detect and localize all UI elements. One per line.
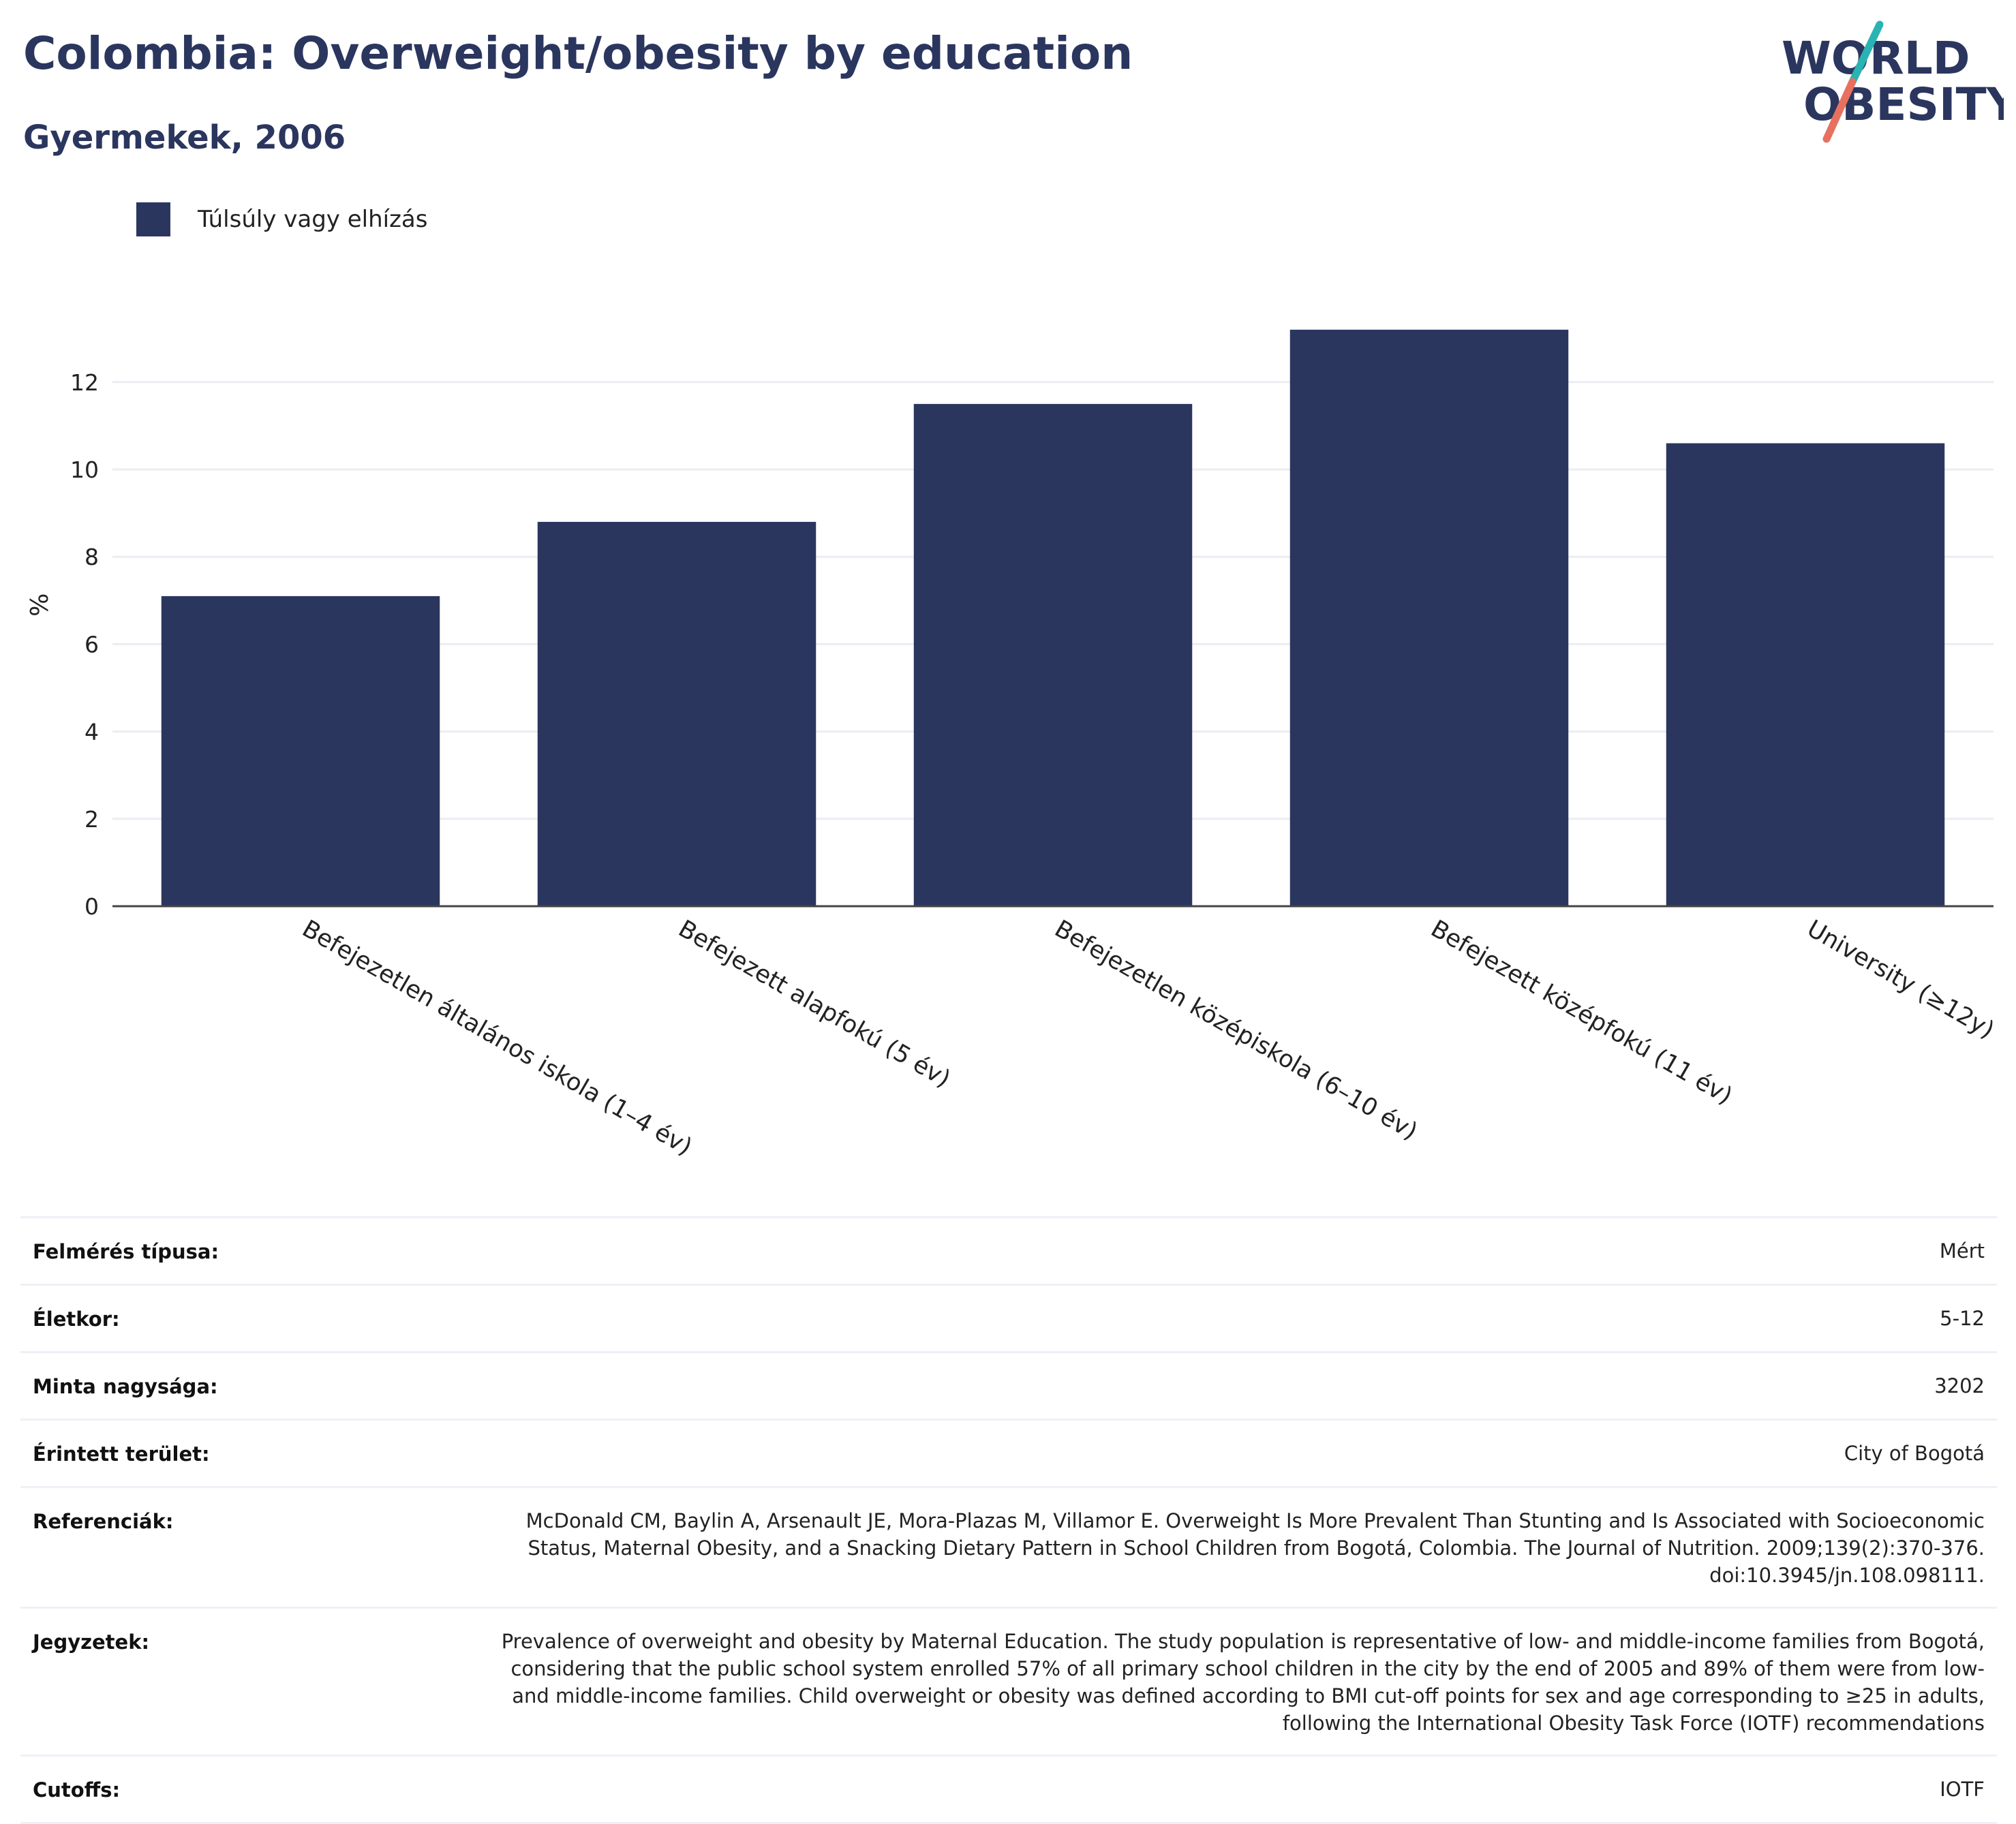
- y-tick-label: 12: [70, 369, 99, 396]
- bar: [1666, 443, 1945, 906]
- legend-swatch: [136, 202, 170, 236]
- y-tick-label: 0: [85, 893, 99, 920]
- y-axis-title: %: [26, 593, 54, 617]
- y-tick-label: 6: [85, 631, 99, 658]
- meta-row-age: Életkor: 5-12: [20, 1284, 1997, 1351]
- meta-key: Jegyzetek:: [33, 1630, 150, 1654]
- bar: [913, 403, 1193, 906]
- meta-key: Életkor:: [33, 1308, 120, 1331]
- meta-value: Mért: [1939, 1239, 1985, 1263]
- meta-row-area: Érintett terület: City of Bogotá: [20, 1419, 1997, 1486]
- y-tick-label: 2: [85, 806, 99, 833]
- meta-key: Cutoffs:: [33, 1778, 121, 1802]
- meta-row-references: Referenciák: McDonald CM, Baylin A, Arse…: [20, 1486, 1997, 1607]
- meta-row-cutoffs: Cutoffs: IOTF: [20, 1755, 1997, 1824]
- x-tick-label: Befejezetlen általános iskola (1–4 év): [298, 915, 697, 1161]
- logo-slash-bottom: [1822, 78, 1857, 143]
- meta-row-notes: Jegyzetek: Prevalence of overweight and …: [20, 1607, 1997, 1755]
- y-tick-label: 4: [85, 719, 99, 745]
- metadata-table: Felmérés típusa: Mért Életkor: 5-12 Mint…: [20, 1216, 1997, 1824]
- page-subtitle: Gyermekek, 2006: [23, 119, 346, 157]
- page-title: Colombia: Overweight/obesity by educatio…: [23, 27, 1133, 80]
- x-tick-label: Befejezett középfokú (11 év): [1426, 915, 1737, 1110]
- meta-value: IOTF: [1940, 1778, 1985, 1801]
- bar: [1289, 329, 1569, 906]
- meta-value: City of Bogotá: [1844, 1442, 1985, 1465]
- y-tick-label: 8: [85, 544, 99, 570]
- meta-value: 3202: [1934, 1374, 1985, 1397]
- legend: Túlsúly vagy elhízás: [136, 200, 427, 238]
- x-tick-label: University (≥12y): [1803, 915, 1999, 1044]
- bar: [161, 596, 440, 906]
- meta-key: Felmérés típusa:: [33, 1240, 219, 1263]
- meta-row-survey-type: Felmérés típusa: Mért: [20, 1216, 1997, 1284]
- meta-value: 5-12: [1940, 1307, 1985, 1330]
- meta-key: Referenciák:: [33, 1510, 174, 1533]
- y-tick-label: 10: [70, 457, 99, 483]
- legend-label: Túlsúly vagy elhízás: [198, 206, 428, 233]
- world-obesity-logo: WORLD OBESITY: [1782, 20, 2004, 143]
- meta-value: McDonald CM, Baylin A, Arsenault JE, Mor…: [525, 1509, 1985, 1587]
- meta-row-sample-size: Minta nagysága: 3202: [20, 1351, 1997, 1419]
- x-tick-label: Befejezett alapfokú (5 év): [674, 915, 955, 1093]
- bar: [537, 521, 816, 906]
- meta-key: Érintett terület:: [33, 1442, 210, 1466]
- meta-value: Prevalence of overweight and obesity by …: [501, 1630, 1985, 1735]
- bar-chart: 0 2 4 6 8 10 12% Befejezetlen általános iskola …: [26, 329, 1999, 1161]
- meta-key: Minta nagysága:: [33, 1375, 218, 1398]
- logo-slash-top: [1848, 20, 1884, 86]
- x-tick-label: Befejezetlen középiskola (6–10 év): [1050, 915, 1422, 1145]
